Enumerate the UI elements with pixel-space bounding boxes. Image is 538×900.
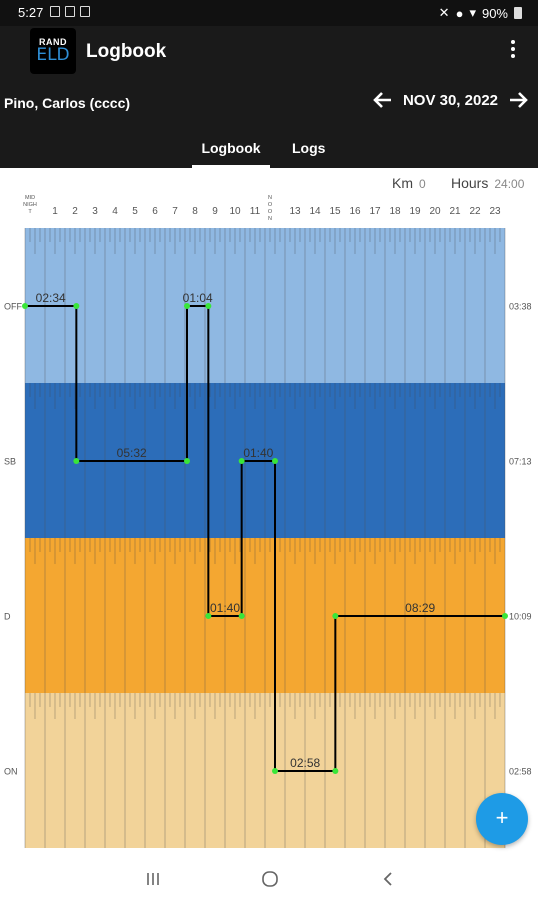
hour-label-5: 5 bbox=[132, 206, 138, 217]
hours-label: Hours bbox=[451, 175, 489, 191]
segment-point bbox=[22, 303, 28, 309]
back-icon[interactable] bbox=[378, 870, 398, 888]
tab-logs[interactable]: Logs bbox=[292, 140, 326, 156]
hour-label-12: O bbox=[268, 209, 273, 215]
segment-point bbox=[332, 768, 339, 774]
hour-label-13: 13 bbox=[289, 206, 301, 217]
battery-percent: 90% bbox=[481, 5, 508, 21]
wifi-icon: ▾ bbox=[469, 5, 476, 20]
add-log-button[interactable]: + bbox=[476, 793, 528, 845]
segment-point bbox=[73, 458, 80, 464]
hour-label-14: 14 bbox=[309, 206, 321, 217]
previous-day-arrow-icon[interactable] bbox=[371, 88, 395, 112]
hour-label-18: 18 bbox=[389, 206, 401, 217]
driver-bar: Pino, Carlos (cccc) NOV 30, 2022 bbox=[0, 78, 538, 128]
recent-apps-icon[interactable] bbox=[143, 870, 163, 888]
segment-point bbox=[238, 458, 245, 464]
hour-label-23: 23 bbox=[489, 206, 501, 217]
home-icon[interactable] bbox=[260, 870, 280, 888]
location-icon: ● bbox=[455, 5, 464, 21]
hour-label-6: 6 bbox=[152, 206, 158, 217]
message-notification-icon bbox=[65, 6, 75, 17]
hour-label-19: 19 bbox=[409, 206, 421, 217]
row-total-on: 02:58 bbox=[509, 767, 532, 777]
tab-logbook[interactable]: Logbook bbox=[201, 140, 261, 156]
hour-label-17: 17 bbox=[369, 206, 381, 217]
segment-point bbox=[184, 458, 190, 464]
segment-duration-label: 08:29 bbox=[405, 601, 435, 615]
hour-label-2: 2 bbox=[72, 206, 78, 217]
segment-point bbox=[73, 303, 80, 309]
segment-point bbox=[205, 303, 212, 309]
segment-point bbox=[238, 613, 245, 619]
segment-duration-label: 02:34 bbox=[36, 291, 66, 305]
hour-label-11: 11 bbox=[250, 206, 261, 217]
row-band-off bbox=[25, 228, 505, 383]
row-label-d: D bbox=[4, 612, 11, 622]
status-bar: 5:27 ✕ ● ▾ 90% bbox=[0, 0, 538, 26]
hour-label-9: 9 bbox=[212, 206, 218, 217]
hour-label-4: 4 bbox=[112, 206, 118, 217]
hour-label-16: 16 bbox=[349, 206, 361, 217]
row-band-on bbox=[25, 693, 505, 848]
notification-icons bbox=[50, 6, 90, 17]
app-notification-icon bbox=[80, 6, 90, 17]
system-nav-bar bbox=[0, 858, 538, 900]
more-options-icon[interactable] bbox=[510, 40, 516, 62]
hour-label-3: 3 bbox=[92, 206, 98, 217]
row-label-off: OFF bbox=[4, 302, 22, 312]
mute-icon: ✕ bbox=[438, 5, 450, 20]
hour-label-0: T bbox=[28, 209, 32, 215]
rand-eld-logo: RAND ELD bbox=[30, 28, 76, 74]
hour-label-12: N bbox=[268, 195, 272, 201]
hour-label-12: N bbox=[268, 216, 272, 222]
segment-duration-label: 01:40 bbox=[210, 601, 240, 615]
hour-label-0: NIGH bbox=[23, 202, 37, 208]
image-notification-icon bbox=[50, 6, 60, 17]
segment-duration-label: 01:04 bbox=[183, 291, 213, 305]
hour-label-21: 21 bbox=[449, 206, 461, 217]
hour-label-10: 10 bbox=[229, 206, 241, 217]
status-right: ✕ ● ▾ 90% bbox=[439, 5, 522, 21]
hours-value: 24:00 bbox=[494, 177, 525, 191]
hour-label-7: 7 bbox=[172, 206, 178, 217]
hours-summary: Hours 24:00 bbox=[451, 175, 524, 191]
segment-point bbox=[332, 613, 339, 619]
segment-duration-label: 02:58 bbox=[290, 756, 320, 770]
hour-label-15: 15 bbox=[329, 206, 341, 217]
hour-label-12: O bbox=[268, 202, 273, 208]
segment-duration-label: 05:32 bbox=[117, 446, 147, 460]
segment-point bbox=[205, 613, 212, 619]
segment-point bbox=[502, 613, 508, 619]
segment-duration-label: 01:40 bbox=[243, 446, 273, 460]
segment-point bbox=[272, 458, 278, 464]
row-total-sb: 07:13 bbox=[509, 457, 532, 467]
segment-point bbox=[184, 303, 190, 309]
battery-icon bbox=[514, 7, 522, 19]
row-label-sb: SB bbox=[4, 457, 16, 467]
hour-label-20: 20 bbox=[429, 206, 441, 217]
next-day-arrow-icon[interactable] bbox=[506, 88, 530, 112]
row-total-d: 10:09 bbox=[509, 612, 532, 622]
logbook-content: Km 0 Hours 24:00 OFF 03:38 SB 07:13 D 10:09 ON 02… bbox=[0, 168, 538, 858]
km-summary: Km 0 bbox=[392, 175, 426, 191]
current-date[interactable]: NOV 30, 2022 bbox=[402, 91, 498, 109]
date-navigator: NOV 30, 2022 bbox=[371, 88, 530, 112]
hour-label-22: 22 bbox=[469, 206, 481, 217]
row-total-off: 03:38 bbox=[509, 302, 532, 312]
hour-label-0: MID bbox=[25, 195, 35, 201]
app-bar: RAND ELD Logbook bbox=[0, 26, 538, 78]
segment-point bbox=[272, 768, 278, 774]
hour-label-8: 8 bbox=[192, 206, 198, 217]
status-time: 5:27 bbox=[18, 5, 44, 20]
app-title: Logbook bbox=[86, 41, 167, 62]
driver-name: Pino, Carlos (cccc) bbox=[4, 95, 131, 111]
active-tab-indicator bbox=[192, 165, 270, 168]
tab-bar: Logbook Logs bbox=[0, 128, 538, 168]
hour-label-1: 1 bbox=[52, 206, 58, 217]
km-label: Km bbox=[392, 175, 413, 191]
km-value: 0 bbox=[419, 177, 426, 191]
row-label-on: ON bbox=[4, 767, 18, 777]
